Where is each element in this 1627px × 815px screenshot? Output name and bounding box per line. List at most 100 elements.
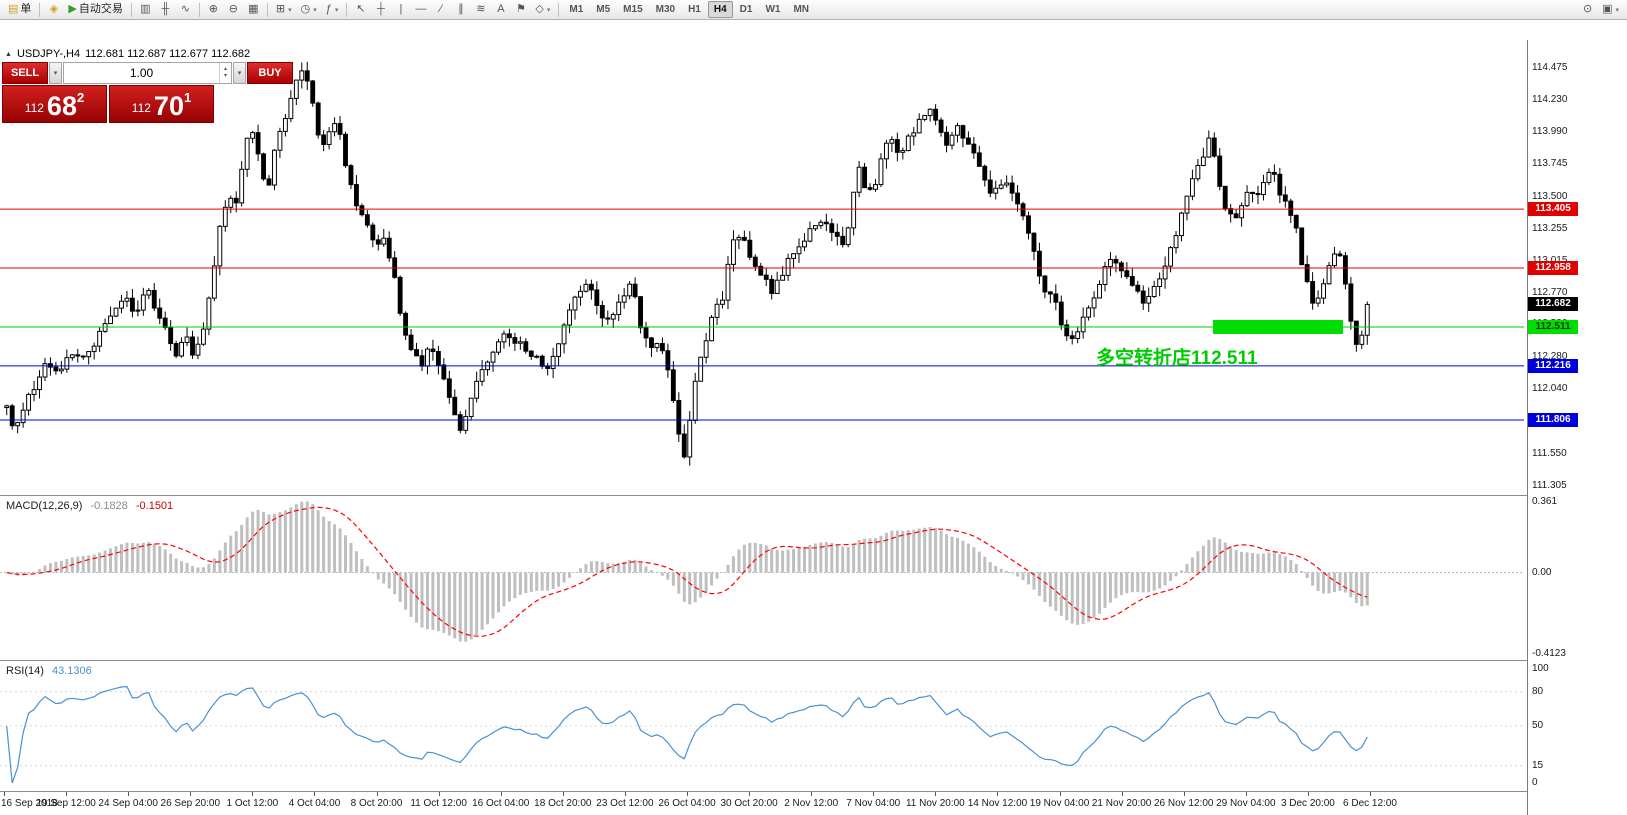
candle <box>1239 205 1245 219</box>
candle <box>1015 192 1021 205</box>
dropdown-caret-icon: ▾ <box>1615 6 1619 14</box>
expand-arrow-icon[interactable]: ▲ <box>5 50 12 58</box>
volume-input[interactable] <box>64 63 219 83</box>
timeframe-button-h4[interactable]: H4 <box>707 1 733 18</box>
chart-windows-button[interactable]: ▣ ▾ <box>1598 1 1623 18</box>
timeframe-button-m5[interactable]: M5 <box>596 4 611 15</box>
candle <box>818 221 824 227</box>
price-axis-label: 112.040 <box>1532 383 1568 395</box>
candle <box>184 336 190 343</box>
equidistant-channel-icon: ∥ <box>458 3 464 15</box>
new-order-button[interactable]: ▤ 单 <box>4 1 35 18</box>
zoom-out-button[interactable]: ⊖ <box>224 1 243 18</box>
buy-button[interactable]: BUY <box>247 62 293 84</box>
spinner-up-icon[interactable]: ▴ <box>223 66 227 73</box>
zoom-in-button[interactable]: ⊕ <box>204 1 223 18</box>
crosshair-button[interactable]: ┼ <box>371 1 390 18</box>
candle <box>960 125 966 139</box>
timeframe-button-m30[interactable]: M30 <box>655 4 676 15</box>
sell-dropdown-arrow[interactable]: ▾ <box>49 62 62 84</box>
price-chart[interactable] <box>0 40 1524 495</box>
buy-price-prefix: 112 <box>131 101 151 115</box>
indicators-button[interactable]: ƒ ▾ <box>322 1 343 18</box>
macd-name: MACD(12,26,9) <box>6 500 83 512</box>
text-label-button[interactable]: ⚑ <box>511 1 530 18</box>
candle <box>1315 297 1321 304</box>
candle <box>1124 270 1130 278</box>
candle <box>703 340 709 358</box>
time-tick <box>811 792 813 796</box>
time-axis-label: 11 Oct 12:00 <box>410 798 467 809</box>
buy-dropdown-arrow[interactable]: ▾ <box>233 62 246 84</box>
time-axis[interactable]: 16 Sep 2018 19 Sep 12:00 24 Sep 04:00 26 Se… <box>0 792 1527 815</box>
price-axis[interactable]: 114.475 114.230 113.990 113.745 113.500 113.2… <box>1527 40 1627 815</box>
candle <box>878 158 884 186</box>
candlestick-chart-button[interactable]: ╫ <box>156 1 175 18</box>
shapes-button[interactable]: ◇ ▾ <box>531 1 554 18</box>
candle <box>332 123 338 133</box>
candle <box>1047 291 1053 295</box>
timeframe-button-m1[interactable]: M1 <box>569 4 584 15</box>
candle <box>1200 156 1206 166</box>
candle <box>709 316 715 342</box>
volume-spinner[interactable]: ▴ ▾ <box>219 63 231 83</box>
price-level-badge: 112.958 <box>1528 261 1578 276</box>
new-chart-button[interactable]: ⊞ ▾ <box>272 1 296 18</box>
shapes-icon: ◇ <box>535 3 544 15</box>
equidistant-channel-button[interactable]: ∥ <box>451 1 470 18</box>
trendline-button[interactable]: ∕ <box>431 1 450 18</box>
candle <box>1108 259 1113 268</box>
timeframe-button-h1[interactable]: H1 <box>688 4 701 15</box>
timeframe-button-w1[interactable]: W1 <box>765 4 781 15</box>
line-chart-button[interactable]: ∿ <box>176 1 195 18</box>
metaeditor-button[interactable]: ◈ <box>44 1 63 18</box>
timeframe-button-d1[interactable]: D1 <box>739 4 753 15</box>
timeframe-button-m15[interactable]: M15 <box>623 4 643 15</box>
candle <box>583 283 589 292</box>
candle <box>282 118 288 132</box>
auto-trading-button[interactable]: ▶ 自动交易 <box>64 1 126 18</box>
price-axis-label: 112.280 <box>1532 351 1568 363</box>
candle <box>1179 212 1184 237</box>
bar-chart-button[interactable]: ▥ <box>136 1 155 18</box>
fibonacci-button[interactable]: ≋ <box>471 1 490 18</box>
candle <box>687 419 693 458</box>
candle <box>747 239 753 258</box>
candle <box>605 317 611 320</box>
candle <box>1184 195 1190 214</box>
sell-price-button[interactable]: 112 68 2 <box>2 85 107 123</box>
candle <box>430 348 436 353</box>
rsi-panel[interactable] <box>0 661 1524 791</box>
timeframe-button-mn[interactable]: MN <box>793 4 810 15</box>
candle <box>851 191 857 229</box>
price-level-badge: 112.511 <box>1528 319 1578 334</box>
horizontal-line-button[interactable]: — <box>411 1 430 18</box>
candle <box>364 214 370 226</box>
candle <box>359 205 365 216</box>
candle <box>731 239 736 265</box>
search-symbol-button[interactable]: ⊙ <box>1578 1 1597 18</box>
tile-windows-button[interactable]: ▦ <box>244 1 263 18</box>
candle <box>1004 182 1010 186</box>
time-axis-label: 16 Oct 04:00 <box>472 798 530 809</box>
candle <box>1080 316 1086 333</box>
candle <box>1026 215 1031 234</box>
candle <box>1173 235 1179 249</box>
candle <box>1058 301 1064 326</box>
vertical-line-button[interactable]: | <box>391 1 410 18</box>
macd-panel[interactable] <box>0 496 1524 660</box>
spinner-down-icon[interactable]: ▾ <box>223 73 227 79</box>
text-button[interactable]: A <box>491 1 510 18</box>
candle <box>381 237 387 245</box>
macd-signal-line <box>6 506 1368 637</box>
sell-button[interactable]: SELL <box>2 62 48 84</box>
candle <box>343 133 348 167</box>
candle <box>1359 334 1365 345</box>
candle <box>944 131 949 146</box>
cursor-button[interactable]: ↖ <box>351 1 370 18</box>
profiles-button[interactable]: ◷ ▾ <box>297 1 321 18</box>
macd-axis-label: 0.361 <box>1532 496 1558 507</box>
candle <box>1299 227 1305 266</box>
buy-price-button[interactable]: 112 70 1 <box>109 85 214 123</box>
new-chart-icon: ⊞ <box>275 3 286 15</box>
